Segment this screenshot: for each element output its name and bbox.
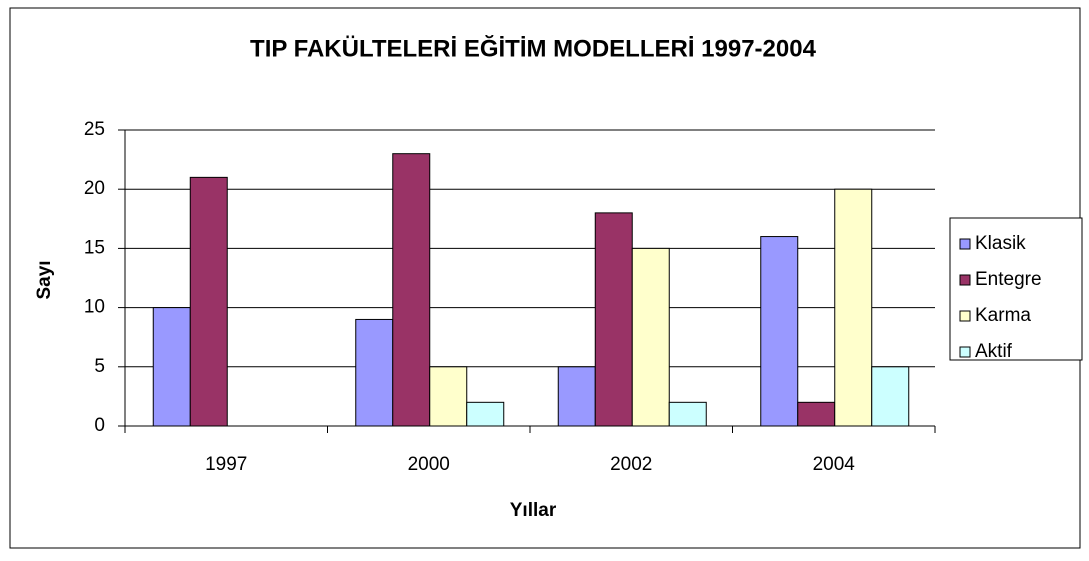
legend-label: Entegre [975,269,1042,290]
bar [429,366,468,427]
y-axis-label: Sayı [34,260,55,299]
y-tick-label: 0 [94,415,105,436]
legend-swatch [959,238,971,250]
y-tick-label: 15 [84,237,105,258]
bar [834,188,873,427]
y-tick-label: 25 [84,119,105,140]
bar [189,176,228,427]
legend-label: Karma [975,305,1031,326]
bar [871,366,910,427]
bar [760,236,799,427]
bar [466,401,505,427]
bar [668,401,707,427]
chart-border [9,7,1081,549]
legend-swatch [959,346,971,358]
bar [797,401,836,427]
x-tick-label: 2004 [813,454,856,475]
legend-swatch [959,310,971,322]
bar [392,153,431,427]
bar [557,366,596,427]
x-tick-label: 2002 [610,454,652,475]
legend-label: Aktif [975,341,1013,362]
legend-label: Klasik [975,233,1026,254]
bar [594,212,633,427]
y-tick-label: 20 [84,178,105,199]
legend-swatch [959,274,971,286]
x-tick-label: 1997 [205,454,247,475]
y-tick-label: 5 [94,356,105,377]
x-axis-label: Yıllar [510,500,557,521]
bar [152,307,191,427]
x-tick-label: 2000 [408,454,450,475]
bar [355,318,394,427]
bar [631,247,670,427]
y-tick-label: 10 [84,297,105,318]
legend-box [949,217,1083,361]
chart-title: TIP FAKÜLTELERİ EĞİTİM MODELLERİ 1997-20… [250,34,817,62]
